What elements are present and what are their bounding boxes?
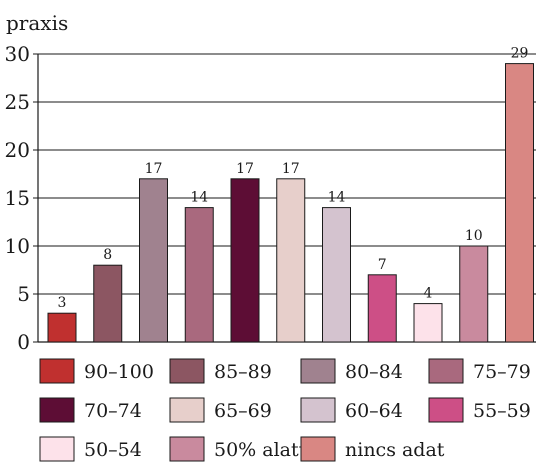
- legend-swatch: [169, 358, 205, 384]
- legend-swatch: [39, 436, 75, 462]
- bar: [322, 207, 351, 343]
- legend-swatch: [300, 397, 336, 423]
- y-tick-label: 20: [5, 138, 30, 162]
- y-tick-label: 30: [5, 42, 30, 66]
- bar-value-label: 29: [511, 46, 529, 62]
- legend-label: nincs adat: [345, 439, 445, 461]
- bar: [413, 303, 443, 343]
- bar: [184, 207, 214, 343]
- legend-swatch: [169, 436, 205, 462]
- bar-value-label: 7: [378, 257, 387, 273]
- legend-swatch: [300, 358, 336, 384]
- legend-label: 85–89: [214, 361, 272, 383]
- legend-swatch: [39, 358, 75, 384]
- bar: [367, 274, 397, 343]
- bar-value-label: 3: [58, 295, 67, 311]
- bar: [230, 178, 260, 343]
- y-axis: 0 5 10 15 20 25 30: [5, 42, 536, 354]
- bar-value-label: 14: [190, 190, 208, 206]
- legend-label: 60–64: [345, 400, 403, 422]
- legend: 90–100 85–89 80–84 75–79 70–74 65–69 60–64 55–5…: [39, 358, 531, 462]
- legend-label: 70–74: [84, 400, 142, 422]
- legend-swatch: [39, 397, 75, 423]
- legend-swatch: [428, 358, 464, 384]
- y-tick-label: 0: [17, 330, 30, 354]
- bar: [276, 178, 306, 343]
- legend-swatch: [428, 397, 464, 423]
- bars: [47, 63, 534, 343]
- bar: [459, 245, 489, 343]
- legend-swatch: [300, 436, 336, 462]
- bar-value-label: 10: [465, 228, 483, 244]
- legend-label: 55–59: [473, 400, 531, 422]
- bar-value-label: 8: [103, 247, 112, 263]
- legend-label: 80–84: [345, 361, 403, 383]
- bar-value-label: 4: [424, 286, 433, 302]
- y-tick-label: 15: [5, 186, 30, 210]
- bar-value-label: 17: [145, 161, 163, 177]
- bar: [47, 312, 77, 343]
- legend-label: 90–100: [84, 361, 154, 383]
- bar-value-label: 17: [236, 161, 254, 177]
- legend-swatch: [169, 397, 205, 423]
- bar: [93, 264, 123, 343]
- y-tick-label: 25: [5, 90, 30, 114]
- y-axis-label: praxis: [6, 11, 68, 35]
- bar-value-label: 14: [328, 190, 346, 206]
- y-tick-label: 10: [5, 234, 30, 258]
- legend-label: 75–79: [473, 361, 531, 383]
- bar: [139, 178, 168, 343]
- bar-value-label: 17: [282, 161, 300, 177]
- y-tick-label: 5: [17, 282, 30, 306]
- data-labels: 3 8 17 14 17 17 14 7 4 10 29: [58, 46, 529, 312]
- legend-label: 65–69: [214, 400, 272, 422]
- bar: [505, 63, 534, 343]
- legend-label: 50% alatt: [214, 439, 307, 461]
- legend-label: 50–54: [84, 439, 142, 461]
